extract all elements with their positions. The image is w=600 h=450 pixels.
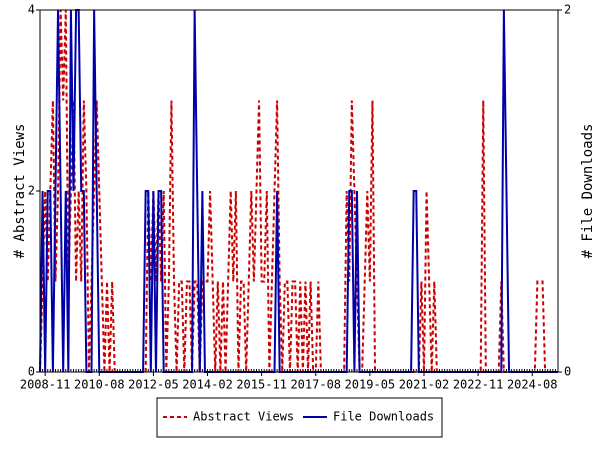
y2-axis-label: # File Downloads	[580, 124, 596, 259]
legend-label: Abstract Views	[193, 410, 294, 424]
plot-frame	[39, 9, 559, 373]
x-tick-label: 2022-11	[453, 378, 504, 392]
y-tick-label: 0	[28, 365, 35, 379]
y-tick-label: 2	[28, 184, 35, 198]
x-tick-label: 2019-05	[345, 378, 396, 392]
y2-tick-label: 2	[564, 3, 571, 17]
x-tick-label: 2012-05	[128, 378, 179, 392]
x-tick-label: 2024-08	[507, 378, 558, 392]
series-line	[39, 9, 558, 373]
x-tick-label: 2014-02	[182, 378, 233, 392]
x-tick-label: 2021-02	[399, 378, 450, 392]
x-tick-label: 2008-11	[20, 378, 71, 392]
y-axis-label: # Abstract Views	[12, 124, 28, 259]
legend-label: File Downloads	[333, 410, 434, 424]
x-tick-label: 2010-08	[74, 378, 125, 392]
y-tick-label: 4	[28, 3, 35, 17]
x-tick-label: 2015-11	[236, 378, 287, 392]
y2-tick-label: 0	[564, 365, 571, 379]
x-tick-label: 2017-08	[290, 378, 341, 392]
legend-box	[156, 397, 443, 438]
